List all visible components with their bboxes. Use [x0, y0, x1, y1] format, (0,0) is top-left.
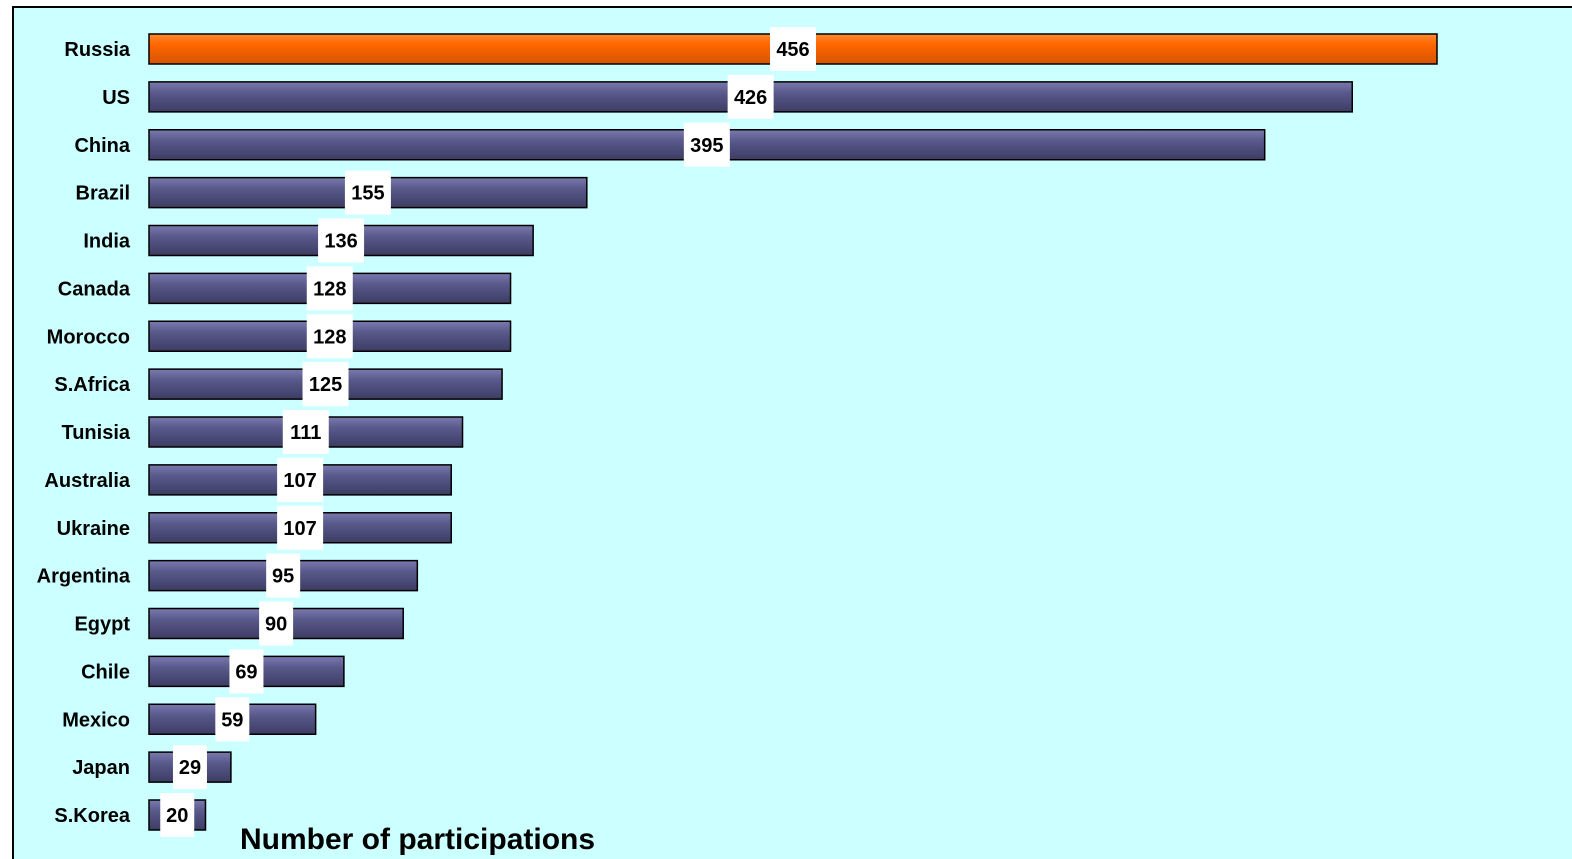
- category-label: Argentina: [37, 566, 131, 588]
- data-label: 136: [324, 231, 357, 253]
- bar-group: China 395: [74, 123, 1264, 167]
- bar-group: Brazil 155: [76, 171, 587, 215]
- category-label: Tunisia: [61, 422, 130, 444]
- data-label: 426: [734, 87, 767, 109]
- bar-group: Russia 456: [64, 27, 1437, 71]
- data-label: 111: [290, 422, 321, 444]
- bar-group: India 136: [83, 219, 533, 263]
- data-label: 107: [283, 518, 316, 540]
- category-label: S.Africa: [54, 374, 130, 396]
- category-label: Australia: [44, 470, 130, 492]
- data-label: 456: [776, 39, 809, 61]
- data-label: 155: [351, 183, 384, 205]
- category-label: Russia: [64, 39, 130, 61]
- category-label: China: [74, 135, 130, 157]
- data-label: 20: [166, 805, 188, 827]
- data-label: 95: [272, 566, 294, 588]
- category-label: Morocco: [47, 326, 130, 348]
- category-label: India: [83, 231, 131, 253]
- data-label: 29: [179, 757, 201, 779]
- category-label: Mexico: [62, 709, 130, 731]
- category-label: S.Korea: [54, 805, 130, 827]
- data-label: 90: [265, 614, 287, 636]
- data-label: 59: [221, 709, 243, 731]
- category-label: Brazil: [76, 183, 130, 205]
- data-label: 125: [309, 374, 342, 396]
- data-label: 107: [283, 470, 316, 492]
- category-label: Ukraine: [57, 518, 130, 540]
- data-label: 395: [690, 135, 723, 157]
- data-label: 128: [313, 326, 346, 348]
- category-label: Japan: [72, 757, 130, 779]
- x-axis-title: Number of participations: [240, 823, 595, 856]
- data-label: 69: [235, 661, 257, 683]
- category-label: Egypt: [74, 614, 130, 636]
- data-label: 128: [313, 278, 346, 300]
- category-label: Canada: [58, 278, 131, 300]
- category-label: Chile: [81, 661, 130, 683]
- bar-group: US 426: [102, 75, 1352, 119]
- category-label: US: [102, 87, 130, 109]
